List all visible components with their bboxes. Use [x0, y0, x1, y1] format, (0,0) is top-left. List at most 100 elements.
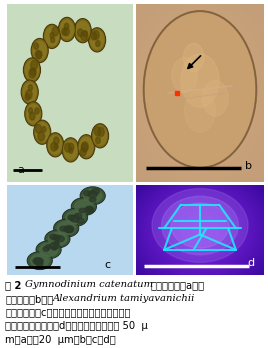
Circle shape: [54, 219, 79, 237]
Circle shape: [70, 215, 79, 222]
Circle shape: [79, 208, 85, 213]
Circle shape: [81, 31, 88, 41]
Circle shape: [65, 143, 71, 152]
Circle shape: [88, 28, 106, 52]
Text: c: c: [105, 260, 111, 270]
Circle shape: [52, 27, 58, 36]
Circle shape: [36, 241, 61, 259]
Circle shape: [68, 143, 74, 151]
Circle shape: [34, 43, 39, 49]
Circle shape: [80, 138, 93, 156]
Circle shape: [64, 27, 69, 36]
Circle shape: [50, 243, 59, 249]
Circle shape: [48, 232, 66, 245]
Circle shape: [36, 51, 42, 58]
Circle shape: [91, 32, 97, 40]
Circle shape: [36, 123, 49, 141]
Circle shape: [51, 37, 55, 43]
Circle shape: [54, 144, 58, 149]
Circle shape: [80, 187, 105, 205]
Circle shape: [31, 61, 38, 70]
Text: 図 2: 図 2: [5, 280, 25, 290]
Text: m（a）、20  μm（b，c，d）: m（a）、20 μm（b，c，d）: [5, 335, 116, 345]
Ellipse shape: [171, 203, 229, 248]
Circle shape: [76, 218, 84, 223]
Circle shape: [56, 236, 64, 242]
Circle shape: [25, 61, 38, 79]
Circle shape: [65, 227, 72, 232]
Circle shape: [75, 213, 82, 219]
Circle shape: [66, 227, 74, 233]
Circle shape: [91, 124, 109, 148]
Circle shape: [34, 258, 43, 264]
Circle shape: [77, 29, 83, 37]
Circle shape: [51, 142, 57, 151]
Circle shape: [80, 148, 86, 156]
Circle shape: [45, 245, 51, 249]
Circle shape: [33, 41, 46, 60]
Circle shape: [62, 28, 67, 35]
Circle shape: [26, 90, 32, 99]
Circle shape: [43, 24, 61, 48]
Circle shape: [94, 127, 106, 145]
Circle shape: [21, 80, 38, 104]
Circle shape: [35, 260, 40, 264]
Text: の遊泳細胞（c）および殻を蛍光染色した同細: の遊泳細胞（c）および殻を蛍光染色した同細: [5, 307, 131, 317]
Circle shape: [81, 142, 88, 151]
Ellipse shape: [162, 196, 239, 255]
Circle shape: [31, 254, 49, 267]
Circle shape: [96, 40, 100, 47]
Text: 胞の蛍光顕微鏡像（d）、スケールバーは 50  μ: 胞の蛍光顕微鏡像（d）、スケールバーは 50 μ: [5, 321, 148, 331]
Circle shape: [62, 208, 88, 227]
Circle shape: [84, 189, 102, 202]
Circle shape: [53, 235, 60, 240]
Circle shape: [31, 38, 48, 63]
Circle shape: [23, 83, 36, 101]
Circle shape: [78, 135, 95, 159]
Circle shape: [85, 208, 93, 214]
Circle shape: [203, 80, 228, 116]
Circle shape: [50, 234, 57, 239]
Circle shape: [27, 105, 40, 123]
Circle shape: [29, 69, 36, 78]
Circle shape: [39, 243, 58, 256]
Text: b: b: [245, 161, 252, 171]
Text: の遊泳細胞（a）、: の遊泳細胞（a）、: [150, 280, 204, 290]
Circle shape: [38, 132, 44, 141]
Circle shape: [57, 222, 75, 235]
Circle shape: [43, 247, 49, 251]
Circle shape: [84, 191, 91, 196]
Circle shape: [85, 207, 93, 212]
Circle shape: [35, 125, 42, 133]
Circle shape: [172, 57, 198, 93]
Circle shape: [91, 31, 103, 49]
Circle shape: [96, 137, 100, 144]
Circle shape: [75, 200, 93, 213]
Circle shape: [83, 31, 87, 37]
Circle shape: [64, 141, 77, 159]
Circle shape: [29, 108, 33, 113]
Circle shape: [86, 206, 94, 212]
Circle shape: [54, 242, 59, 245]
Circle shape: [31, 68, 36, 76]
Circle shape: [35, 50, 41, 59]
Circle shape: [60, 226, 67, 231]
Circle shape: [93, 31, 99, 39]
Circle shape: [181, 54, 219, 107]
Circle shape: [54, 137, 59, 144]
Text: 休眠胞子（b）、: 休眠胞子（b）、: [5, 294, 54, 304]
Circle shape: [185, 89, 215, 132]
Circle shape: [45, 230, 70, 248]
Circle shape: [88, 191, 97, 197]
Circle shape: [144, 11, 256, 168]
Circle shape: [42, 126, 46, 132]
Circle shape: [50, 33, 54, 38]
Circle shape: [81, 143, 88, 152]
Text: a: a: [17, 165, 24, 175]
Circle shape: [64, 226, 74, 232]
Circle shape: [28, 85, 32, 90]
Text: Gymnodinium catenatum: Gymnodinium catenatum: [25, 280, 153, 289]
Circle shape: [98, 127, 104, 136]
Text: d: d: [248, 258, 255, 268]
Circle shape: [74, 18, 91, 43]
